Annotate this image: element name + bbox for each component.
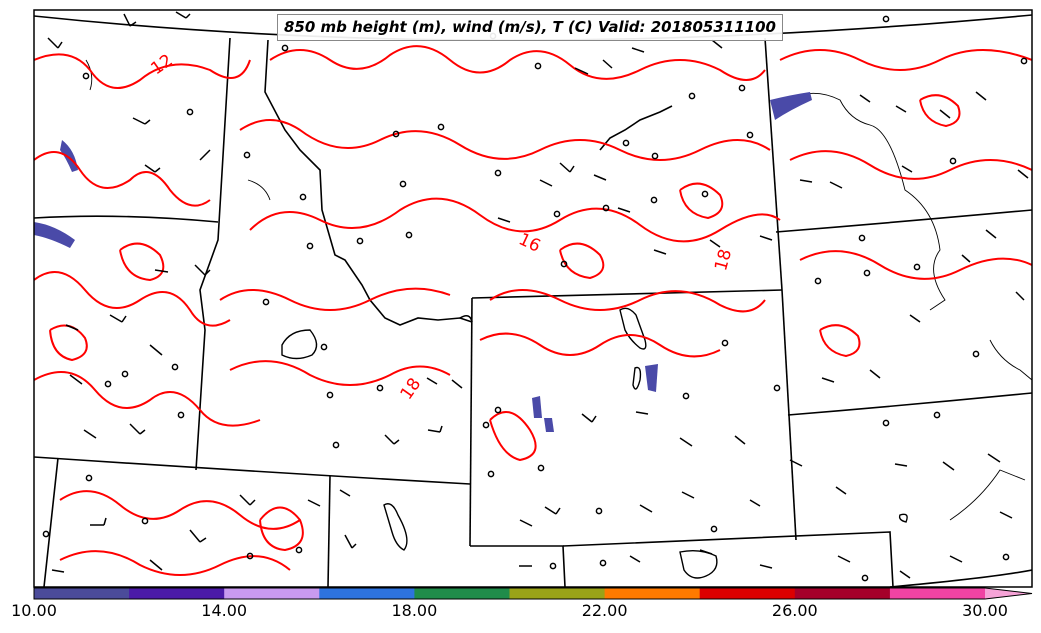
colorbar-segment — [414, 588, 510, 599]
wind-barbs — [47, 11, 1029, 579]
colorbar-segment — [794, 588, 891, 599]
colorbar-segment — [889, 588, 986, 599]
colorbar-segment — [34, 588, 130, 599]
temperature-contours — [34, 45, 1032, 576]
colorbar-segment — [509, 588, 606, 599]
colorbar-outline — [33, 587, 1033, 600]
map-plot-area — [34, 10, 1032, 587]
lakes — [281, 307, 908, 579]
colorbar-extension — [985, 588, 1032, 599]
colorbar-tick-label: 26.00 — [771, 601, 818, 620]
colorbar — [33, 587, 1033, 600]
rivers — [85, 59, 1032, 521]
colorbar-tick-label: 22.00 — [581, 601, 628, 620]
colorbar-segment — [604, 588, 701, 599]
colorbar-tick-label: 14.00 — [201, 601, 248, 620]
colorbar-segment — [699, 588, 796, 599]
colorbar-tick-label: 10.00 — [11, 601, 57, 620]
map-frame — [33, 9, 1033, 588]
colorbar-tick-label: 18.00 — [391, 601, 438, 620]
colorbar-tick-label: 30.00 — [962, 601, 1008, 620]
state-boundaries — [34, 14, 1032, 587]
colorbar-segment — [129, 588, 225, 599]
colorbar-segment — [224, 588, 320, 599]
shaded-regions — [34, 92, 812, 432]
map-title: 850 mb height (m), wind (m/s), T (C) Val… — [277, 14, 783, 41]
colorbar-segment — [319, 588, 415, 599]
